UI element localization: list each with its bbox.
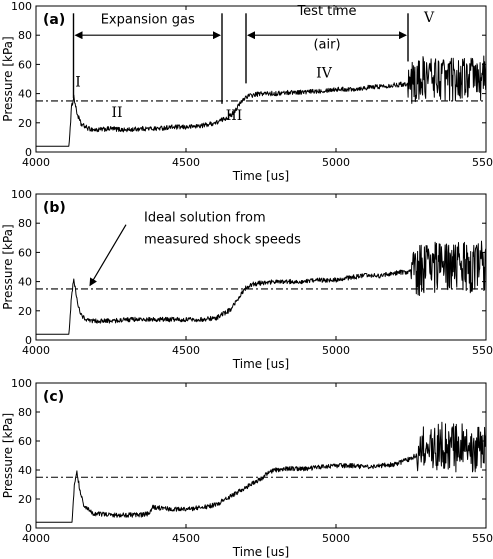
x-axis-label: Time [us] xyxy=(232,169,289,183)
y-tick-label: 100 xyxy=(11,377,32,390)
y-tick-label: 40 xyxy=(18,464,32,477)
panel-label: (c) xyxy=(43,389,64,405)
y-tick-label: 40 xyxy=(18,276,32,289)
x-tick-label: 4000 xyxy=(22,532,50,545)
ideal-solution-arrow xyxy=(89,224,127,287)
panel-label: (a) xyxy=(43,12,65,28)
panel-label: (b) xyxy=(43,200,66,216)
ideal-solution-label-2: measured shock speeds xyxy=(144,233,301,248)
y-tick-label: 0 xyxy=(25,334,32,347)
x-tick-label: 4500 xyxy=(172,344,200,357)
y-tick-label: 60 xyxy=(18,435,32,448)
ideal-solution-label-1: Ideal solution from xyxy=(144,211,266,226)
y-tick-label: 0 xyxy=(25,522,32,535)
region-label-II: II xyxy=(111,105,122,121)
y-tick-label: 80 xyxy=(18,29,32,42)
x-axis-label: Time [us] xyxy=(232,357,289,371)
x-tick-label: 5000 xyxy=(322,532,350,545)
x-axis-label: Time [us] xyxy=(232,545,289,559)
x-tick-label: 4500 xyxy=(172,156,200,169)
y-axis-label: Pressure [kPa] xyxy=(1,224,15,309)
y-tick-label: 0 xyxy=(25,146,32,159)
y-axis-label: Pressure [kPa] xyxy=(1,36,15,121)
y-tick-label: 20 xyxy=(18,305,32,318)
x-tick-label: 4000 xyxy=(22,344,50,357)
pressure-trace xyxy=(36,55,487,147)
region-label-V: V xyxy=(423,10,435,26)
x-tick-label: 4500 xyxy=(172,532,200,545)
y-tick-label: 100 xyxy=(11,188,32,201)
x-tick-label: 4000 xyxy=(22,156,50,169)
y-axis-label: Pressure [kPa] xyxy=(1,413,15,498)
x-tick-label: 5000 xyxy=(322,156,350,169)
region-label-III: III xyxy=(226,108,243,124)
region-label-IV: IV xyxy=(316,66,333,82)
y-tick-label: 40 xyxy=(18,88,32,101)
pressure-trace xyxy=(36,240,487,335)
y-tick-label: 20 xyxy=(18,493,32,506)
plot-frame xyxy=(35,382,487,529)
x-tick-label: 5000 xyxy=(322,344,350,357)
region-label-I: I xyxy=(75,74,81,90)
y-tick-label: 80 xyxy=(18,217,32,230)
y-tick-label: 20 xyxy=(18,117,32,130)
plot-frame xyxy=(35,5,487,153)
test-time-sub-label: (air) xyxy=(313,37,340,52)
y-tick-label: 60 xyxy=(18,246,32,259)
y-tick-label: 60 xyxy=(18,58,32,71)
plot-frame xyxy=(35,193,487,341)
test-time-label: Test time xyxy=(296,4,356,19)
y-tick-label: 100 xyxy=(11,0,32,13)
y-tick-label: 80 xyxy=(18,406,32,419)
expansion-gas-label: Expansion gas xyxy=(101,13,195,28)
pressure-trace xyxy=(36,421,487,523)
